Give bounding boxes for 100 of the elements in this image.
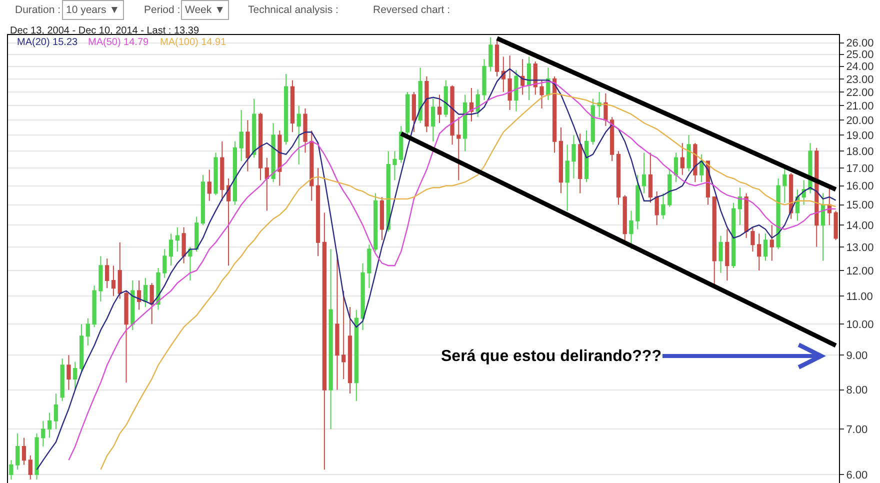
candlestick xyxy=(526,56,532,101)
candlestick xyxy=(578,133,582,194)
candlestick xyxy=(450,84,454,146)
candlestick xyxy=(514,70,518,112)
candlestick xyxy=(674,152,678,183)
y-tick-label: 23.00 xyxy=(846,74,874,86)
y-tick-label: 20.00 xyxy=(846,114,874,127)
y-tick-label: 18.00 xyxy=(846,146,874,158)
text: MA(20) 15.23 xyxy=(17,37,78,48)
candlestick xyxy=(162,248,167,278)
candlestick xyxy=(558,127,563,194)
candlestick xyxy=(296,105,301,165)
candlestick xyxy=(552,76,557,154)
candlestick xyxy=(405,92,410,136)
candlestick xyxy=(136,280,142,310)
candlestick xyxy=(616,150,621,206)
candlestick xyxy=(469,88,474,122)
candlestick xyxy=(540,80,544,110)
candlestick xyxy=(763,233,768,262)
candlestick xyxy=(264,157,269,212)
y-tick-label: 12.00 xyxy=(846,265,874,278)
candlestick xyxy=(782,167,787,204)
candlestick xyxy=(271,122,276,183)
candlestick xyxy=(788,172,794,220)
candlestick xyxy=(252,98,256,158)
candlestick xyxy=(73,361,78,390)
candlestick xyxy=(98,256,103,302)
candlestick xyxy=(520,58,525,96)
candlestick xyxy=(757,233,762,271)
text: 10 years ▼ xyxy=(66,4,120,16)
y-tick-label: 7.00 xyxy=(846,424,868,436)
candlestick xyxy=(226,178,231,266)
y-tick-label: 26.00 xyxy=(846,38,874,50)
candlestick xyxy=(482,58,486,101)
candlestick xyxy=(322,212,326,470)
candlestick xyxy=(86,318,90,346)
candlestick xyxy=(424,76,429,133)
candlestick xyxy=(700,154,704,183)
candlestick xyxy=(725,228,730,281)
annotation: Será que estou delirando??? xyxy=(441,348,662,365)
candlestick xyxy=(456,116,461,181)
candlestick xyxy=(220,140,224,202)
candlestick xyxy=(22,437,26,466)
candlestick xyxy=(380,196,384,241)
text: Period : xyxy=(144,4,180,16)
candlestick xyxy=(590,98,595,146)
candlestick xyxy=(392,150,397,181)
y-tick-label: 24.00 xyxy=(846,61,874,74)
candlestick xyxy=(508,55,512,110)
text: MA(50) 14.79 xyxy=(88,37,150,48)
candlestick xyxy=(418,67,422,124)
candlestick xyxy=(354,309,358,402)
candlestick xyxy=(367,244,372,289)
candlestick xyxy=(476,88,480,118)
candlestick xyxy=(648,152,652,204)
y-tick-label: 16.00 xyxy=(846,180,874,193)
candlestick xyxy=(693,142,698,183)
candlestick xyxy=(214,152,218,196)
candlestick xyxy=(239,109,244,162)
y-tick-label: 6.00 xyxy=(846,469,868,482)
candlestick xyxy=(444,80,448,118)
candlestick xyxy=(130,280,135,331)
y-tick-label: 15.00 xyxy=(846,200,874,212)
candlestick xyxy=(258,112,263,181)
candlestick xyxy=(431,98,436,142)
candlestick xyxy=(54,393,58,430)
candlestick xyxy=(328,248,333,430)
candlestick xyxy=(654,190,659,226)
candlestick xyxy=(802,180,806,206)
y-tick-label: 19.00 xyxy=(846,130,874,142)
candlestick xyxy=(9,460,14,480)
y-tick-label: 11.00 xyxy=(846,290,873,303)
candlestick xyxy=(373,192,378,252)
text: Reversed chart : xyxy=(373,4,450,16)
candlestick xyxy=(303,108,308,154)
candlestick xyxy=(629,210,634,250)
candlestick xyxy=(360,262,365,331)
candlestick xyxy=(175,226,180,252)
candlestick xyxy=(124,290,128,384)
candlestick xyxy=(661,192,666,220)
candlestick xyxy=(622,194,627,243)
candlestick xyxy=(636,174,640,230)
candlestick xyxy=(246,120,250,172)
candlestick xyxy=(105,258,110,289)
candlestick xyxy=(92,285,96,328)
candlestick xyxy=(278,130,282,186)
y-tick-label: 10.00 xyxy=(846,318,874,331)
candlestick xyxy=(34,432,39,480)
candlestick xyxy=(60,358,64,402)
candlestick xyxy=(604,92,608,127)
candlestick xyxy=(776,178,780,250)
chart-title: Dec 13, 2004 - Dec 10, 2014 - Last : 13.39 xyxy=(10,26,200,36)
candlestick xyxy=(188,246,192,281)
candlestick xyxy=(680,142,684,176)
candlestick xyxy=(28,455,32,480)
candlestick xyxy=(488,36,493,72)
y-tick-label: 8.00 xyxy=(846,384,868,397)
candlestick xyxy=(111,265,116,297)
candlestick xyxy=(770,224,774,262)
candlestick xyxy=(290,80,295,133)
